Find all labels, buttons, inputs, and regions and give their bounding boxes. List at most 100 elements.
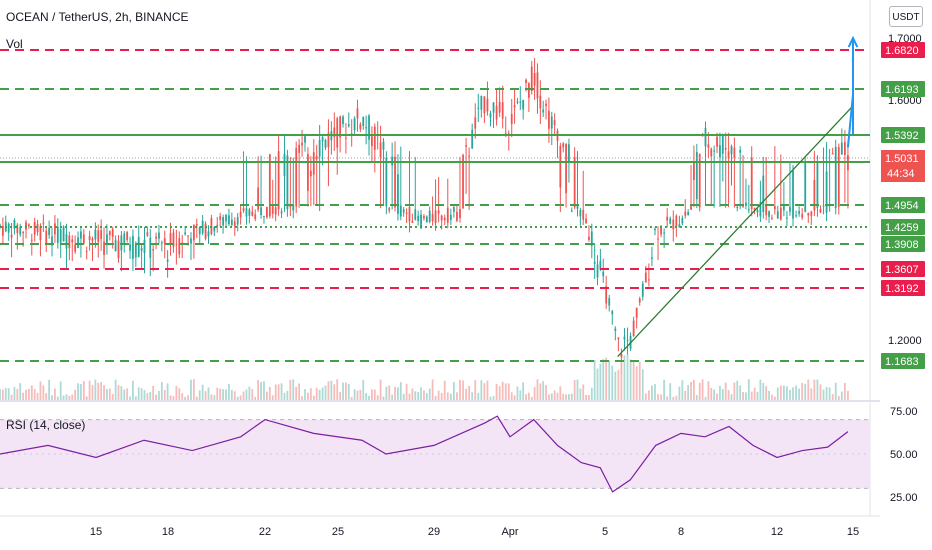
volume-bar bbox=[140, 388, 143, 400]
volume-bar bbox=[492, 396, 495, 400]
volume-bar bbox=[283, 392, 286, 400]
volume-bar bbox=[675, 395, 678, 400]
volume-bar bbox=[195, 396, 198, 400]
volume-bar bbox=[425, 393, 428, 400]
candle-body bbox=[368, 115, 370, 140]
currency-button[interactable]: USDT bbox=[889, 6, 923, 27]
candle-body bbox=[106, 234, 108, 243]
candle-body bbox=[599, 260, 602, 270]
price-level-tag-text: 1.5392 bbox=[885, 130, 919, 142]
volume-bar bbox=[13, 387, 16, 400]
time-tick-label: Apr bbox=[501, 526, 518, 538]
candle-body bbox=[431, 213, 434, 222]
volume-bar bbox=[573, 380, 576, 400]
candle-body bbox=[242, 208, 245, 211]
volume-bar bbox=[106, 389, 108, 400]
volume-bar bbox=[149, 392, 152, 400]
volume-bar bbox=[74, 389, 77, 400]
candle-body bbox=[146, 232, 149, 236]
volume-bar bbox=[100, 382, 103, 400]
volume-bar bbox=[132, 380, 134, 400]
volume-bar bbox=[724, 382, 727, 400]
volume-bar bbox=[330, 380, 333, 400]
candle-body bbox=[7, 223, 10, 233]
candle-body bbox=[280, 211, 283, 214]
volume-bar bbox=[65, 394, 68, 400]
candle-body bbox=[91, 238, 94, 241]
volume-bar bbox=[336, 379, 339, 400]
candle-body bbox=[233, 221, 236, 226]
candle-body bbox=[525, 79, 527, 83]
candle-body bbox=[192, 224, 195, 241]
volume-bar bbox=[452, 382, 455, 400]
volume-bar bbox=[727, 390, 730, 400]
volume-bar bbox=[513, 395, 516, 400]
candle-body bbox=[312, 152, 315, 175]
volume-bar bbox=[704, 396, 707, 400]
volume-bar bbox=[599, 363, 602, 400]
candle-body bbox=[373, 126, 376, 150]
candle-body bbox=[638, 298, 641, 303]
candle-body bbox=[459, 208, 461, 219]
candle-body bbox=[536, 72, 539, 99]
volume-bar bbox=[663, 379, 666, 400]
candle-body bbox=[77, 237, 79, 248]
volume-bar bbox=[533, 386, 536, 400]
volume-bar bbox=[611, 365, 614, 400]
volume-bar bbox=[77, 383, 79, 400]
volume-bar bbox=[7, 388, 10, 400]
volume-bar bbox=[30, 385, 33, 400]
volume-bar bbox=[771, 394, 773, 400]
candle-body bbox=[420, 214, 422, 227]
candle-body bbox=[501, 102, 504, 119]
volume-bar bbox=[801, 382, 804, 400]
candle-body bbox=[251, 211, 254, 216]
time-tick-label: 15 bbox=[90, 526, 102, 538]
candle-body bbox=[225, 214, 227, 222]
candle-body bbox=[477, 107, 480, 109]
price-level-tag bbox=[881, 81, 925, 97]
volume-bar bbox=[152, 385, 155, 400]
volume-bar bbox=[85, 396, 88, 400]
volume-bar bbox=[651, 385, 653, 400]
volume-bar bbox=[216, 387, 219, 400]
volume-bar bbox=[678, 386, 681, 400]
volume-bar bbox=[315, 387, 318, 400]
volume-bar bbox=[773, 396, 776, 400]
volume-bar bbox=[274, 384, 277, 400]
candle-body bbox=[140, 248, 143, 251]
candle-body bbox=[158, 232, 160, 239]
candle-body bbox=[268, 154, 271, 217]
candle-body bbox=[747, 209, 750, 211]
volume-bar bbox=[736, 380, 739, 400]
volume-bar bbox=[843, 382, 846, 400]
candle-body bbox=[266, 206, 268, 218]
volume-bar bbox=[588, 395, 590, 400]
candle-body bbox=[795, 215, 797, 217]
candle-body bbox=[149, 237, 152, 258]
volume-bar bbox=[321, 387, 324, 400]
candle-body bbox=[465, 145, 467, 147]
volume-bar bbox=[559, 386, 562, 400]
candle-body bbox=[309, 170, 312, 177]
candle-body bbox=[553, 120, 556, 126]
candle-body bbox=[765, 205, 768, 216]
candle-body bbox=[382, 141, 385, 150]
candle-body bbox=[789, 206, 791, 212]
volume-bar bbox=[753, 387, 756, 400]
volume-bar bbox=[295, 386, 298, 400]
volume-bar bbox=[318, 389, 321, 400]
candle-body bbox=[713, 150, 716, 152]
candle-body bbox=[260, 207, 262, 216]
candle-body bbox=[519, 101, 522, 103]
candle-body bbox=[632, 320, 635, 336]
candle-body bbox=[825, 171, 828, 213]
volume-bar bbox=[169, 395, 172, 400]
candle-body bbox=[690, 205, 692, 210]
volume-bar bbox=[242, 391, 245, 400]
candle-body bbox=[462, 154, 464, 209]
candle-body bbox=[408, 207, 411, 222]
volume-bar bbox=[371, 389, 373, 400]
volume-bar bbox=[268, 386, 271, 400]
